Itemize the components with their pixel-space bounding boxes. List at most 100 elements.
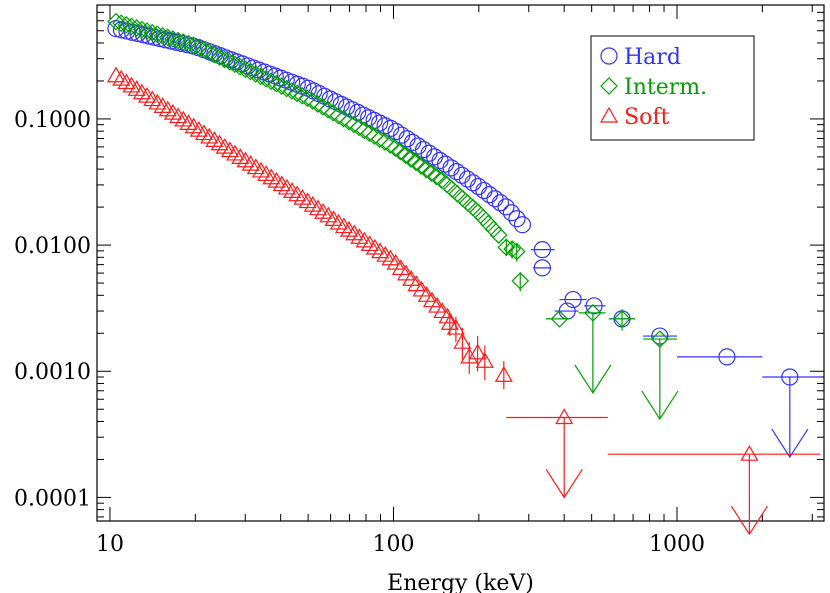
data-point — [497, 198, 515, 216]
data-point — [420, 144, 438, 162]
data-point — [412, 157, 430, 175]
data-point — [438, 307, 457, 324]
data-point — [584, 304, 602, 322]
data-point — [164, 30, 182, 48]
data-point — [189, 38, 208, 57]
data-point — [122, 17, 141, 36]
data-point — [460, 347, 479, 364]
x-tick-label: 10 — [96, 532, 124, 557]
data-point — [324, 103, 343, 122]
data-point — [194, 124, 214, 141]
legend-label: Hard — [624, 45, 681, 70]
data-point — [112, 69, 131, 86]
data-point — [355, 231, 374, 248]
data-point — [262, 168, 281, 185]
data-point — [272, 77, 291, 95]
data-point — [241, 154, 260, 171]
data-point — [262, 72, 280, 91]
data-point — [267, 171, 286, 188]
data-point — [718, 348, 736, 366]
data-point — [138, 86, 157, 103]
data-point — [210, 134, 229, 151]
data-point — [507, 242, 526, 261]
y-tick-label: 0.1000 — [14, 108, 91, 133]
data-point — [370, 130, 389, 148]
data-point — [272, 175, 291, 192]
data-point — [107, 12, 125, 31]
data-point — [479, 214, 498, 233]
data-point — [502, 204, 521, 222]
data-point — [163, 103, 182, 120]
data-point — [360, 124, 379, 143]
data-point — [401, 149, 420, 168]
data-point — [288, 185, 307, 202]
data-point — [251, 161, 271, 178]
data-point — [360, 235, 379, 252]
data-point — [184, 117, 203, 134]
data-point — [431, 151, 449, 170]
data-point — [491, 194, 510, 212]
data-point — [143, 90, 162, 107]
data-point — [613, 310, 631, 328]
data-point — [440, 314, 459, 330]
data-point — [303, 195, 322, 212]
data-point — [427, 167, 446, 186]
data-point — [371, 242, 390, 259]
data-point — [184, 36, 203, 55]
data-point — [215, 137, 234, 154]
upper-limit-arrowhead — [771, 428, 809, 459]
data-point — [407, 153, 425, 172]
data-point — [446, 318, 465, 335]
data-point — [293, 188, 312, 205]
upper-limit-arrowhead — [730, 505, 768, 536]
data-point — [132, 20, 151, 39]
data-point — [127, 19, 146, 37]
data-point — [143, 23, 162, 42]
data-point — [489, 226, 508, 244]
x-tick-label: 100 — [372, 532, 414, 557]
data-point — [391, 142, 410, 161]
data-point — [533, 259, 551, 277]
data-point — [396, 146, 415, 165]
data-point — [511, 272, 530, 290]
data-point — [350, 118, 368, 137]
data-point — [169, 31, 187, 50]
data-point — [169, 107, 188, 124]
data-point — [469, 177, 488, 196]
legend-marker — [600, 77, 618, 95]
data-point — [486, 190, 504, 208]
data-point — [138, 22, 156, 40]
data-point — [153, 26, 172, 45]
data-point — [246, 158, 265, 175]
data-point — [484, 220, 503, 239]
y-tick-label: 0.0010 — [14, 360, 91, 385]
data-point — [153, 97, 172, 113]
data-point — [257, 69, 275, 88]
data-point — [425, 148, 444, 166]
data-point — [417, 160, 436, 179]
data-point — [422, 164, 441, 182]
data-point — [475, 181, 493, 200]
data-point — [564, 290, 582, 309]
data-point — [409, 137, 427, 155]
data-point — [432, 171, 451, 190]
data-point — [329, 106, 348, 125]
data-point — [345, 115, 363, 134]
data-point — [179, 114, 198, 130]
data-point — [112, 14, 131, 33]
data-point — [308, 199, 328, 216]
data-point — [288, 84, 306, 103]
data-point — [503, 240, 521, 258]
data-point — [226, 144, 245, 161]
data-point — [314, 203, 333, 219]
data-point — [277, 79, 296, 98]
data-point — [106, 66, 126, 83]
data-point — [282, 82, 301, 100]
x-axis-label: Energy (keV) — [387, 571, 534, 593]
data-point — [158, 28, 177, 47]
data-point — [205, 45, 224, 64]
legend-label: Soft — [624, 105, 669, 130]
data-point — [319, 206, 338, 223]
data-point — [474, 208, 493, 227]
